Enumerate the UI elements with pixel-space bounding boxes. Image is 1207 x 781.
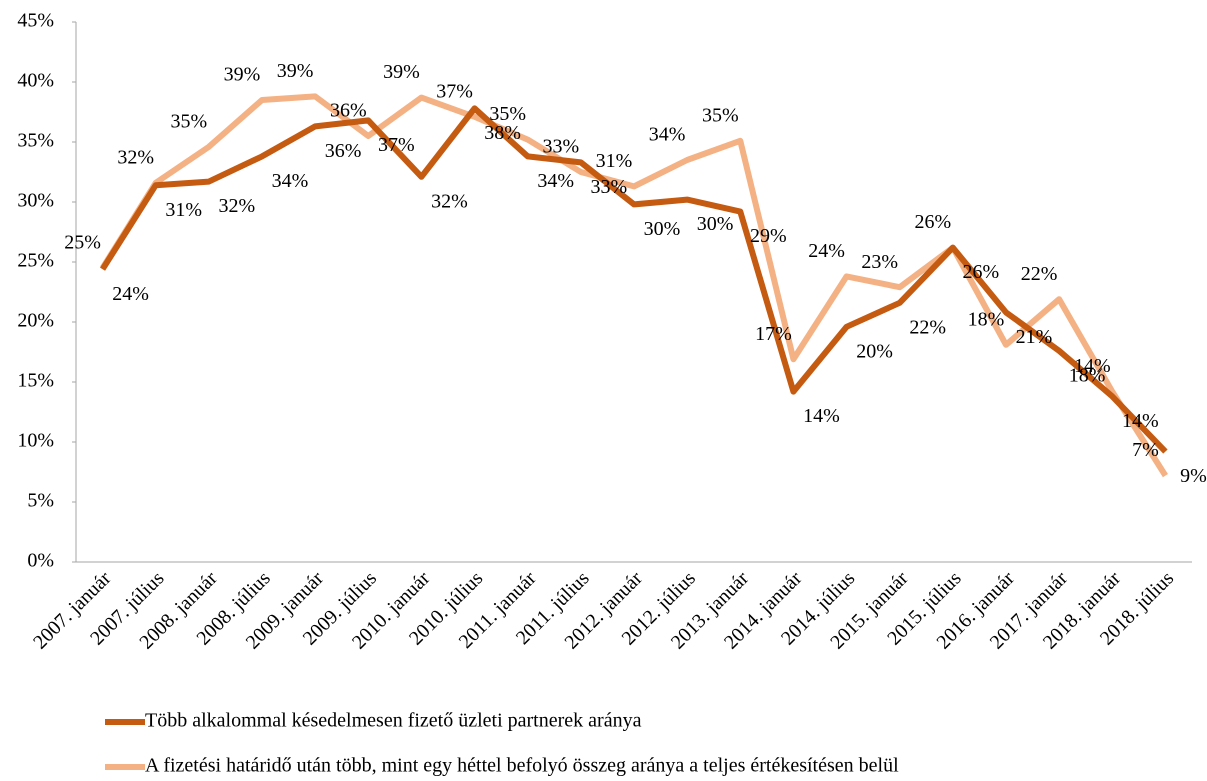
data-label: 35% bbox=[489, 103, 526, 125]
data-label: 24% bbox=[808, 240, 845, 262]
data-label: 39% bbox=[224, 64, 261, 86]
data-label: 33% bbox=[543, 136, 580, 158]
y-tick-label: 0% bbox=[27, 550, 54, 572]
data-label: 30% bbox=[697, 213, 734, 235]
data-label: 7% bbox=[1132, 439, 1159, 461]
data-label: 32% bbox=[431, 190, 468, 212]
data-label: 39% bbox=[277, 60, 314, 82]
data-label: 31% bbox=[165, 199, 202, 221]
y-tick-label: 20% bbox=[17, 310, 54, 332]
data-label: 36% bbox=[330, 100, 367, 122]
legend-label: A fizetési határidő után több, mint egy … bbox=[145, 755, 899, 777]
y-tick-label: 45% bbox=[17, 10, 54, 32]
series-line bbox=[100, 93, 1168, 478]
data-label: 29% bbox=[750, 225, 787, 247]
data-label: 34% bbox=[537, 170, 574, 192]
data-label: 24% bbox=[112, 283, 149, 305]
data-label: 32% bbox=[117, 146, 154, 168]
series-line bbox=[100, 105, 1168, 454]
data-label: 32% bbox=[219, 195, 256, 217]
data-label: 38% bbox=[484, 122, 521, 144]
y-tick-label: 5% bbox=[27, 490, 54, 512]
data-label: 17% bbox=[755, 323, 792, 345]
data-label: 39% bbox=[383, 61, 420, 83]
data-label: 14% bbox=[1074, 355, 1111, 377]
data-label: 37% bbox=[436, 80, 473, 102]
data-label: 37% bbox=[378, 134, 415, 156]
data-label: 18% bbox=[1069, 364, 1106, 386]
data-label: 35% bbox=[702, 104, 739, 126]
data-label: 20% bbox=[856, 340, 893, 362]
data-label: 25% bbox=[64, 232, 101, 254]
y-tick-label: 25% bbox=[17, 250, 54, 272]
data-label: 14% bbox=[803, 405, 840, 427]
data-label: 21% bbox=[1016, 326, 1053, 348]
y-tick-label: 40% bbox=[17, 70, 54, 92]
data-label: 31% bbox=[596, 150, 633, 172]
data-label: 26% bbox=[963, 261, 1000, 283]
data-label: 30% bbox=[644, 218, 681, 240]
data-label: 34% bbox=[649, 124, 686, 146]
data-label: 18% bbox=[968, 308, 1005, 330]
y-tick-label: 30% bbox=[17, 190, 54, 212]
data-label: 14% bbox=[1122, 410, 1159, 432]
data-label: 34% bbox=[272, 170, 309, 192]
data-label: 23% bbox=[861, 251, 898, 273]
data-label: 22% bbox=[1021, 263, 1058, 285]
y-tick-label: 35% bbox=[17, 130, 54, 152]
data-label: 35% bbox=[171, 110, 208, 132]
legend-label: Több alkalommal késedelmesen fizető üzle… bbox=[145, 710, 642, 732]
y-tick-label: 10% bbox=[17, 430, 54, 452]
data-label: 33% bbox=[591, 176, 628, 198]
y-tick-label: 15% bbox=[17, 370, 54, 392]
data-label: 26% bbox=[915, 211, 952, 233]
data-label: 9% bbox=[1180, 465, 1207, 487]
data-label: 22% bbox=[909, 316, 946, 338]
data-label: 36% bbox=[325, 140, 362, 162]
